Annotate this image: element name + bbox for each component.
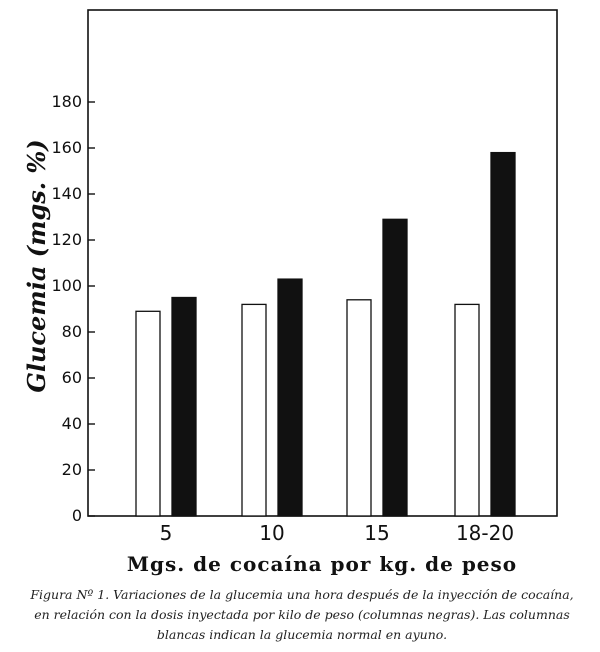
caption-line-3: blancas indican la glucemia normal en ay… <box>156 627 448 642</box>
x-tick-label: 15 <box>364 521 389 545</box>
caption-line-2: en relación con la dosis inyectada por k… <box>34 607 570 622</box>
chart: 0 20 40 60 80 100 120 140 160 180 5 10 15 18-20 Gluc… <box>22 9 558 576</box>
y-tick-label: 40 <box>62 414 82 433</box>
y-tick-label: 180 <box>51 92 82 111</box>
y-tick-label: 100 <box>51 276 82 295</box>
cocaine-bar-10 <box>277 278 303 517</box>
x-axis-title: Mgs. de cocaína por kg. de peso <box>127 552 517 576</box>
figure-caption: Figura Nº 1. Variaciones de la glucemia … <box>8 585 596 645</box>
fasting-bar-18-20 <box>454 303 480 517</box>
cocaine-bar-15 <box>382 218 408 517</box>
x-tick-label: 18-20 <box>456 521 514 545</box>
y-tick-label: 20 <box>62 460 82 479</box>
cocaine-bar-5 <box>171 296 197 517</box>
y-tick-label: 80 <box>62 322 82 341</box>
bars <box>135 151 516 517</box>
y-tick-label: 60 <box>62 368 82 387</box>
y-tick-label: 140 <box>51 184 82 203</box>
caption-line-1: Figura Nº 1. Variaciones de la glucemia … <box>30 587 574 602</box>
y-tick-label: 160 <box>51 138 82 157</box>
x-axis-tick-labels: 5 10 15 18-20 <box>160 521 514 545</box>
y-axis-title: Glucemia (mgs. %) <box>22 139 51 392</box>
cocaine-bar-18-20 <box>490 151 516 517</box>
plot-frame <box>87 9 558 517</box>
y-tick-label: 0 <box>72 506 82 525</box>
x-tick-label: 10 <box>259 521 284 545</box>
fasting-bar-5 <box>135 310 161 517</box>
y-axis-ticks: 0 20 40 60 80 100 120 140 160 180 <box>51 92 95 525</box>
fasting-bar-15 <box>346 299 372 517</box>
fasting-bar-10 <box>241 303 267 517</box>
y-tick-label: 120 <box>51 230 82 249</box>
x-tick-label: 5 <box>160 521 173 545</box>
